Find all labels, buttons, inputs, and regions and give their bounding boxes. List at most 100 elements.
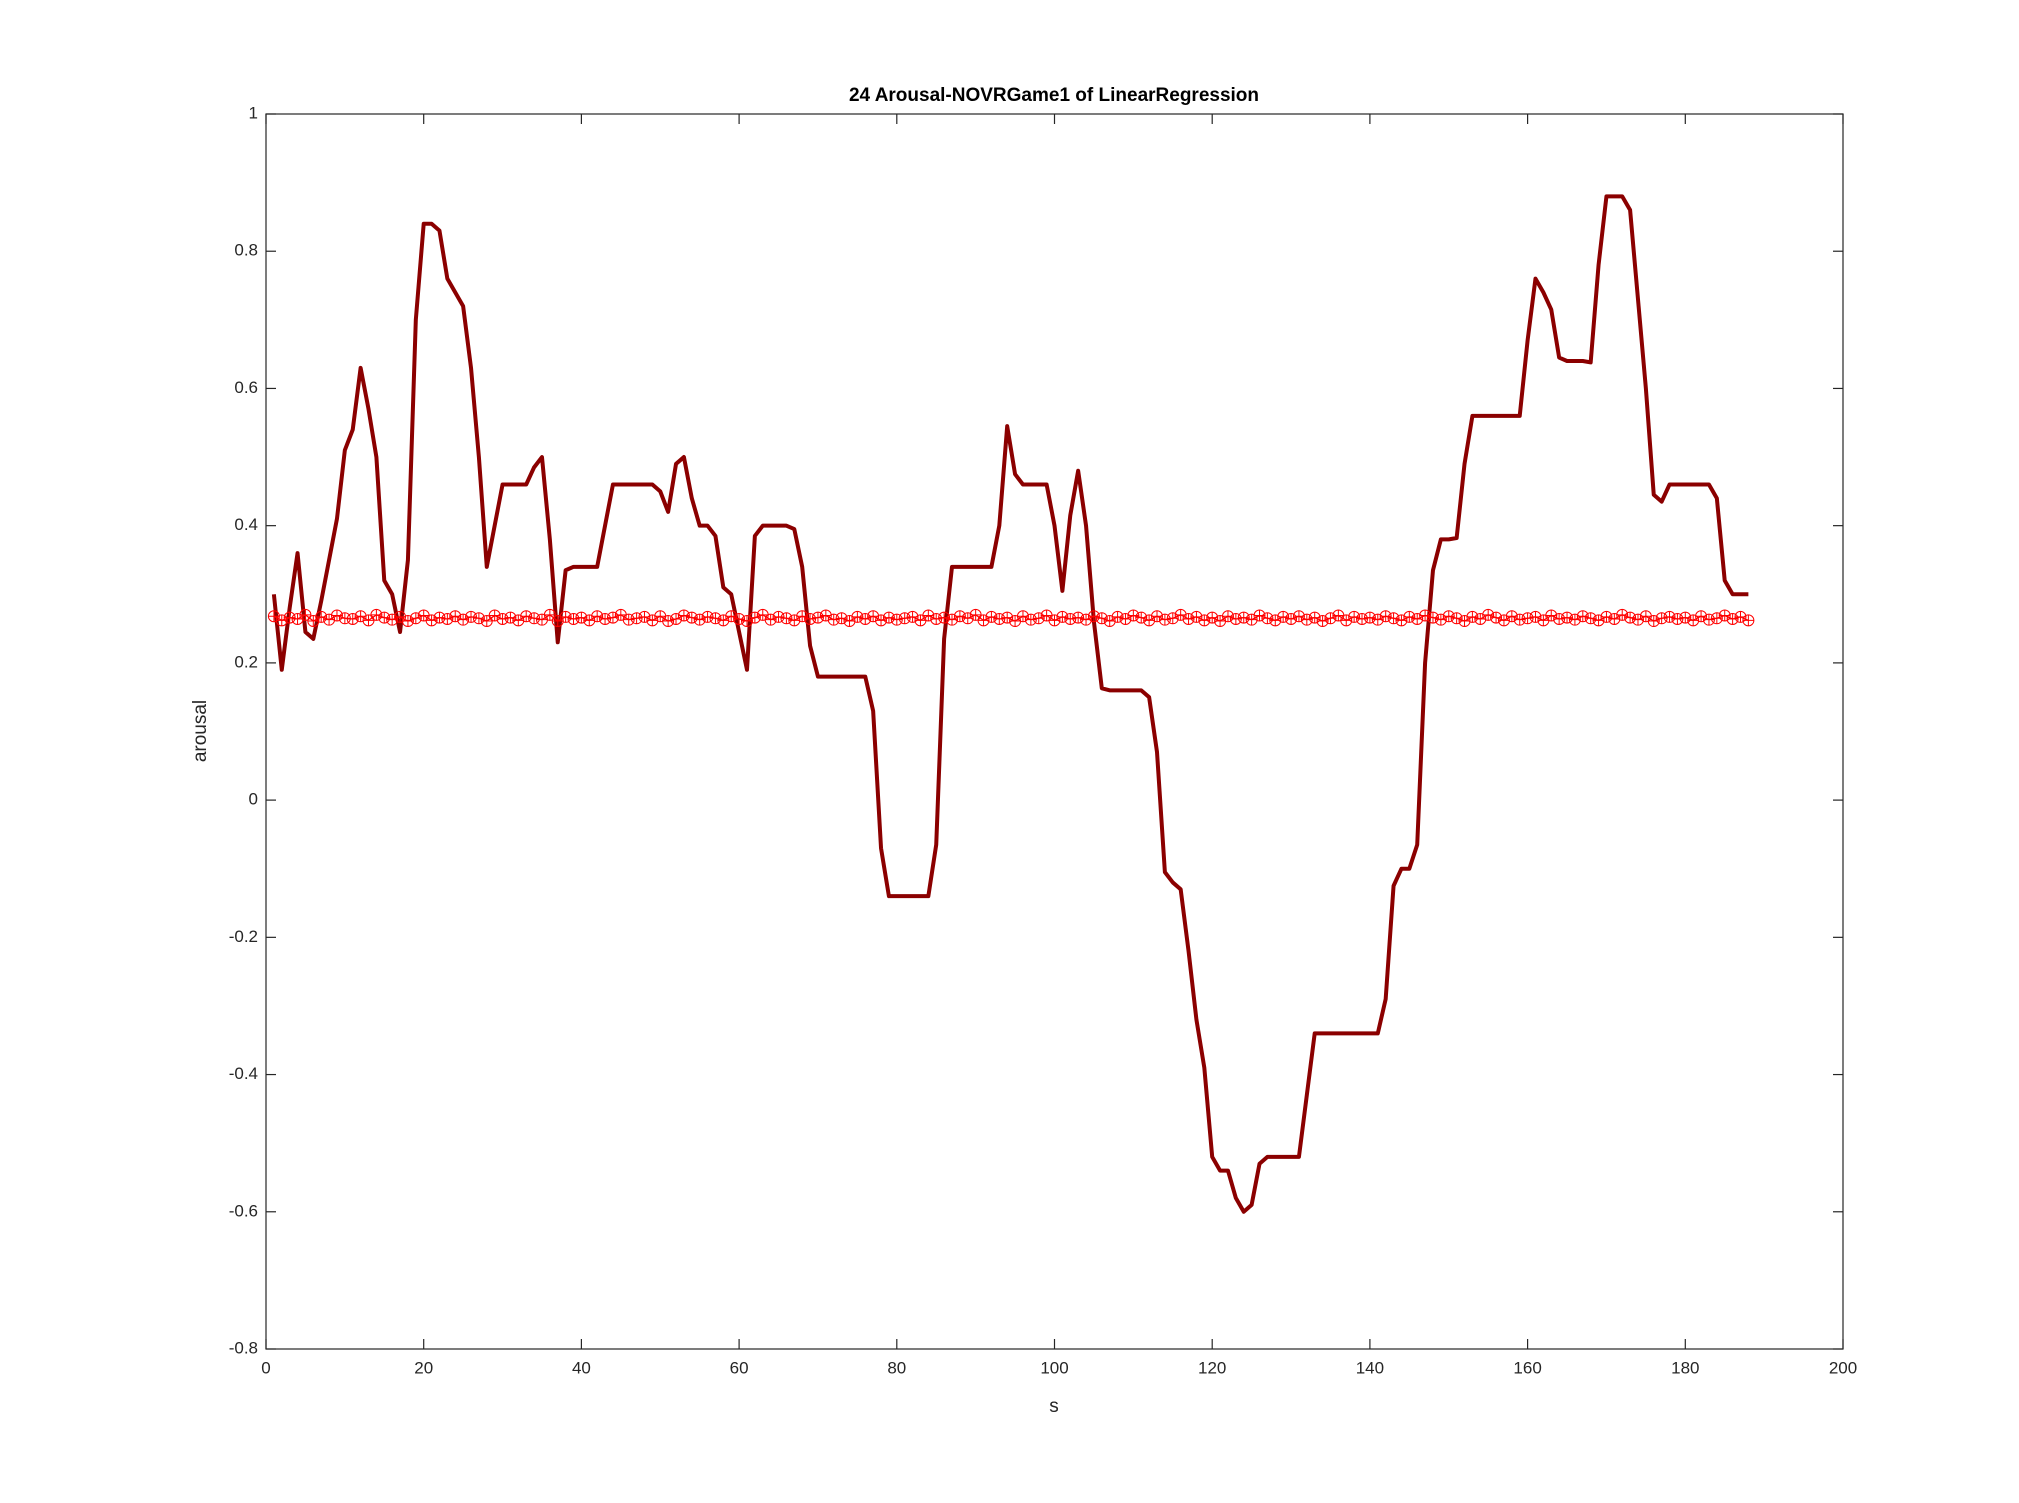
marker [465, 611, 478, 623]
x-tick-label: 100 [1040, 1358, 1068, 1377]
marker [1261, 612, 1274, 625]
marker [1553, 613, 1566, 625]
marker [370, 608, 383, 621]
marker [315, 611, 328, 623]
marker [1482, 608, 1495, 621]
marker [1056, 611, 1069, 623]
marker [993, 612, 1006, 626]
marker [1442, 610, 1455, 623]
marker [693, 613, 706, 626]
x-tick-label: 120 [1198, 1358, 1226, 1377]
marker [559, 611, 572, 623]
x-tick-label: 180 [1671, 1358, 1699, 1377]
marker [827, 613, 840, 626]
y-tick-label: 0.6 [234, 378, 258, 397]
marker [401, 615, 414, 627]
marker [1639, 610, 1652, 623]
marker [953, 610, 966, 623]
marker [938, 611, 951, 624]
x-tick-label: 60 [730, 1358, 749, 1377]
marker [748, 611, 761, 624]
marker [1561, 611, 1574, 624]
marker [701, 611, 714, 623]
marker [1087, 610, 1100, 623]
marker [914, 614, 927, 627]
marker [1403, 611, 1416, 623]
marker [425, 614, 438, 627]
marker [1324, 612, 1337, 625]
marker [1679, 611, 1692, 624]
marker [1600, 611, 1613, 623]
x-tick-label: 140 [1356, 1358, 1384, 1377]
marker [1379, 610, 1392, 623]
x-tick-label: 40 [572, 1358, 591, 1377]
marker [1419, 609, 1432, 622]
marker [1363, 611, 1376, 624]
marker [1221, 610, 1234, 623]
marker [606, 611, 619, 624]
plot-box [265, 113, 1844, 1350]
marker [275, 614, 288, 627]
marker [386, 613, 399, 626]
marker [457, 613, 470, 626]
marker [1710, 612, 1723, 625]
marker [1064, 613, 1077, 625]
marker [1040, 609, 1053, 622]
marker [654, 610, 667, 623]
marker [1490, 611, 1503, 624]
marker [362, 614, 375, 627]
x-tick-label: 160 [1513, 1358, 1541, 1377]
marker [496, 613, 509, 625]
marker [1655, 612, 1668, 625]
marker [811, 611, 824, 624]
y-tick-label: 0.4 [234, 515, 258, 534]
marker [1466, 611, 1479, 623]
marker [283, 611, 296, 624]
marker [1356, 613, 1369, 625]
marker [338, 612, 351, 625]
y-tick-label: 1 [249, 103, 258, 122]
marker [1348, 611, 1361, 623]
marker [851, 611, 864, 623]
marker [756, 608, 769, 621]
marker [804, 613, 817, 625]
marker [1182, 613, 1195, 625]
marker [890, 613, 903, 626]
y-tick-label: -0.8 [229, 1338, 258, 1357]
marker [378, 611, 391, 624]
marker [472, 612, 485, 625]
marker [1671, 613, 1684, 625]
marker [433, 611, 446, 624]
marker [630, 612, 643, 625]
marker [441, 613, 454, 625]
marker [591, 610, 604, 623]
marker [882, 611, 895, 624]
marker [520, 610, 533, 623]
marker [1111, 611, 1124, 623]
marker [409, 612, 422, 625]
marker [1513, 613, 1526, 626]
marker [1663, 611, 1676, 623]
marker [1198, 614, 1211, 627]
marker [677, 609, 690, 622]
marker [1742, 614, 1755, 627]
marker [1702, 613, 1715, 626]
marker [622, 613, 635, 626]
marker [796, 610, 809, 623]
marker [725, 610, 738, 623]
marker [1521, 612, 1534, 625]
marker [1537, 614, 1550, 627]
marker [480, 615, 493, 627]
marker [1426, 611, 1439, 624]
marker [1387, 612, 1400, 625]
marker [1726, 613, 1739, 625]
marker [772, 611, 785, 623]
marker [1624, 611, 1637, 624]
y-tick-label: 0.2 [234, 652, 258, 671]
marker [1135, 611, 1148, 624]
marker [575, 611, 588, 624]
y-tick-label: 0.8 [234, 241, 258, 260]
y-tick-label: 0 [249, 790, 258, 809]
marker [709, 612, 722, 625]
